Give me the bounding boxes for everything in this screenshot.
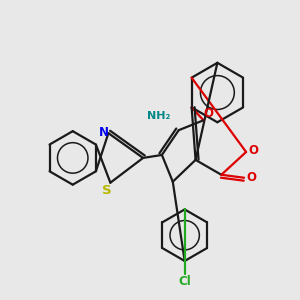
Text: O: O xyxy=(248,143,258,157)
Text: O: O xyxy=(203,107,214,120)
Text: NH₂: NH₂ xyxy=(147,111,171,121)
Text: O: O xyxy=(246,171,256,184)
Text: N: N xyxy=(98,126,108,139)
Text: Cl: Cl xyxy=(178,275,191,288)
Text: S: S xyxy=(102,184,111,197)
